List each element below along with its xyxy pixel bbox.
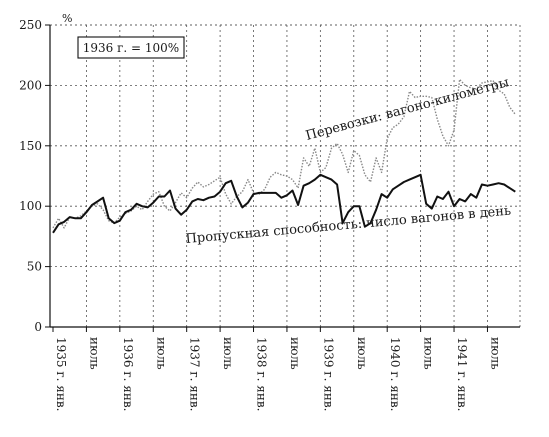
x-tick-label: 1937 г. янв. [188,337,202,411]
x-tick-label: июль [221,337,235,370]
base-label: 1936 г. = 100% [83,41,179,55]
x-tick-label: 1938 г. янв. [255,337,269,411]
x-tick-label: 1941 г. янв. [455,337,469,411]
y-tick-label: 0 [34,320,42,334]
series-line-traffic [52,78,516,229]
y-tick-label: 50 [27,260,42,274]
x-tick-label: июль [422,337,436,370]
x-tick-label: 1939 г. янв. [321,337,335,411]
x-tick-label: июль [154,337,168,370]
grid [50,24,521,327]
x-tick-label: 1936 г. янв. [121,337,135,411]
y-tick-label: 150 [19,139,42,153]
series-line-capacity [52,173,516,234]
y-unit-label: % [62,12,72,25]
x-tick-label: июль [87,337,101,370]
y-tick-label: 200 [19,78,42,92]
x-tick-label: 1940 г. янв. [388,337,402,411]
base-label-frame [77,36,185,59]
labels: 0 50 100 150 200 250 1935 г. янв. июль 1936 г. я… [19,18,502,411]
base-label-box: 1936 г. = 100% [77,36,185,59]
x-tick-label: 1935 г. янв. [54,337,68,411]
x-tick-label: июль [288,337,302,370]
series-label-capacity: Пропускная способность: число вагонов в … [185,204,512,247]
x-tick-label: июль [355,337,369,370]
series-layer [52,78,516,234]
axes [45,24,520,332]
x-tick-label: июль [488,337,502,370]
y-tick-label: 100 [19,199,42,213]
y-tick-label: 250 [19,18,42,32]
